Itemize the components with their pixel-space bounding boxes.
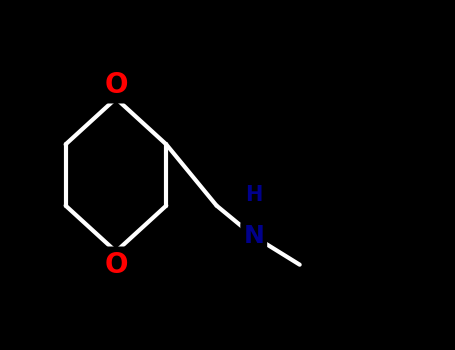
Text: O: O xyxy=(104,71,128,99)
Text: N: N xyxy=(243,224,264,248)
Text: O: O xyxy=(104,251,128,279)
Text: H: H xyxy=(245,185,263,205)
